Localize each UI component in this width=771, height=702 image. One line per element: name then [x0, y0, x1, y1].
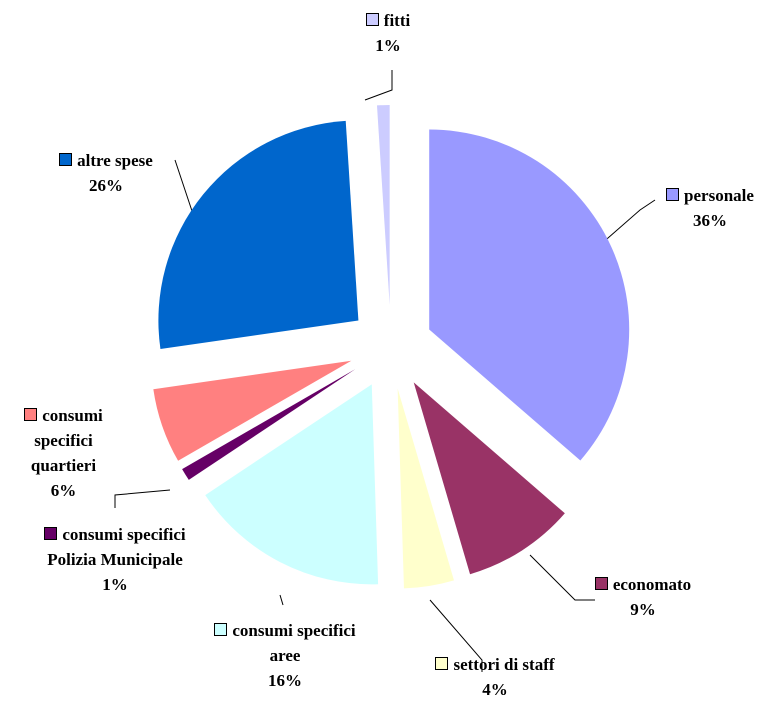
slice-label: economato 9%	[583, 572, 703, 622]
slice-label: consumi specifici quartieri 6%	[6, 403, 121, 503]
value-label: 36%	[693, 211, 727, 230]
category-name: personale	[684, 186, 754, 205]
slice-label: fitti 1%	[356, 8, 420, 58]
leader-line	[364, 70, 393, 101]
pie-slice	[397, 388, 454, 589]
slice-label: settori di staff 4%	[405, 652, 585, 702]
legend-entry: settori di staff	[405, 652, 585, 677]
legend-swatch	[44, 527, 58, 540]
category-name: settori di staff	[453, 655, 555, 674]
slice-label: consumi specifici Polizia Municipale 1%	[40, 522, 190, 597]
slice-label: personale 36%	[650, 183, 770, 233]
legend-entry: fitti	[356, 8, 420, 33]
pie-slice	[429, 129, 630, 461]
pie-slice	[376, 105, 390, 306]
legend-swatch	[24, 408, 38, 421]
leader-line	[279, 594, 284, 606]
pie-slice	[158, 120, 359, 349]
category-name: fitti	[383, 11, 411, 30]
legend-swatch	[435, 657, 449, 670]
category-name: consumi specifici Polizia Municipale	[47, 525, 186, 569]
legend-swatch	[214, 623, 228, 636]
pie-slice	[153, 360, 352, 461]
legend-entry: consumi specifici Polizia Municipale	[40, 522, 190, 572]
legend-swatch	[594, 577, 608, 590]
legend-entry: altre spese	[36, 148, 176, 173]
leader-line	[599, 199, 656, 246]
category-name: economato	[612, 575, 692, 594]
pie-slice	[413, 382, 565, 575]
category-name: consumi specifici aree	[232, 621, 356, 665]
value-label: 1%	[375, 36, 401, 55]
slice-label: altre spese 26%	[36, 148, 176, 198]
category-name: altre spese	[77, 151, 153, 170]
legend-swatch	[666, 188, 680, 201]
leader-line	[114, 489, 171, 508]
leader-line	[529, 554, 595, 601]
pie-slice	[205, 384, 379, 585]
value-label: 26%	[89, 176, 123, 195]
legend-entry: personale	[650, 183, 770, 208]
value-label: 4%	[482, 680, 508, 699]
category-name: consumi specifici quartieri	[30, 406, 103, 475]
leader-line	[429, 599, 483, 672]
value-label: 1%	[102, 575, 128, 594]
slice-label: consumi specifici aree 16%	[205, 618, 365, 693]
legend-swatch	[59, 153, 73, 166]
legend-swatch	[365, 13, 379, 26]
value-label: 9%	[630, 600, 656, 619]
value-label: 16%	[268, 671, 302, 690]
value-label: 6%	[50, 481, 77, 500]
legend-entry: consumi specifici quartieri	[6, 403, 121, 478]
legend-entry: economato	[583, 572, 703, 597]
legend-entry: consumi specifici aree	[205, 618, 365, 668]
pie-slice	[182, 369, 356, 480]
